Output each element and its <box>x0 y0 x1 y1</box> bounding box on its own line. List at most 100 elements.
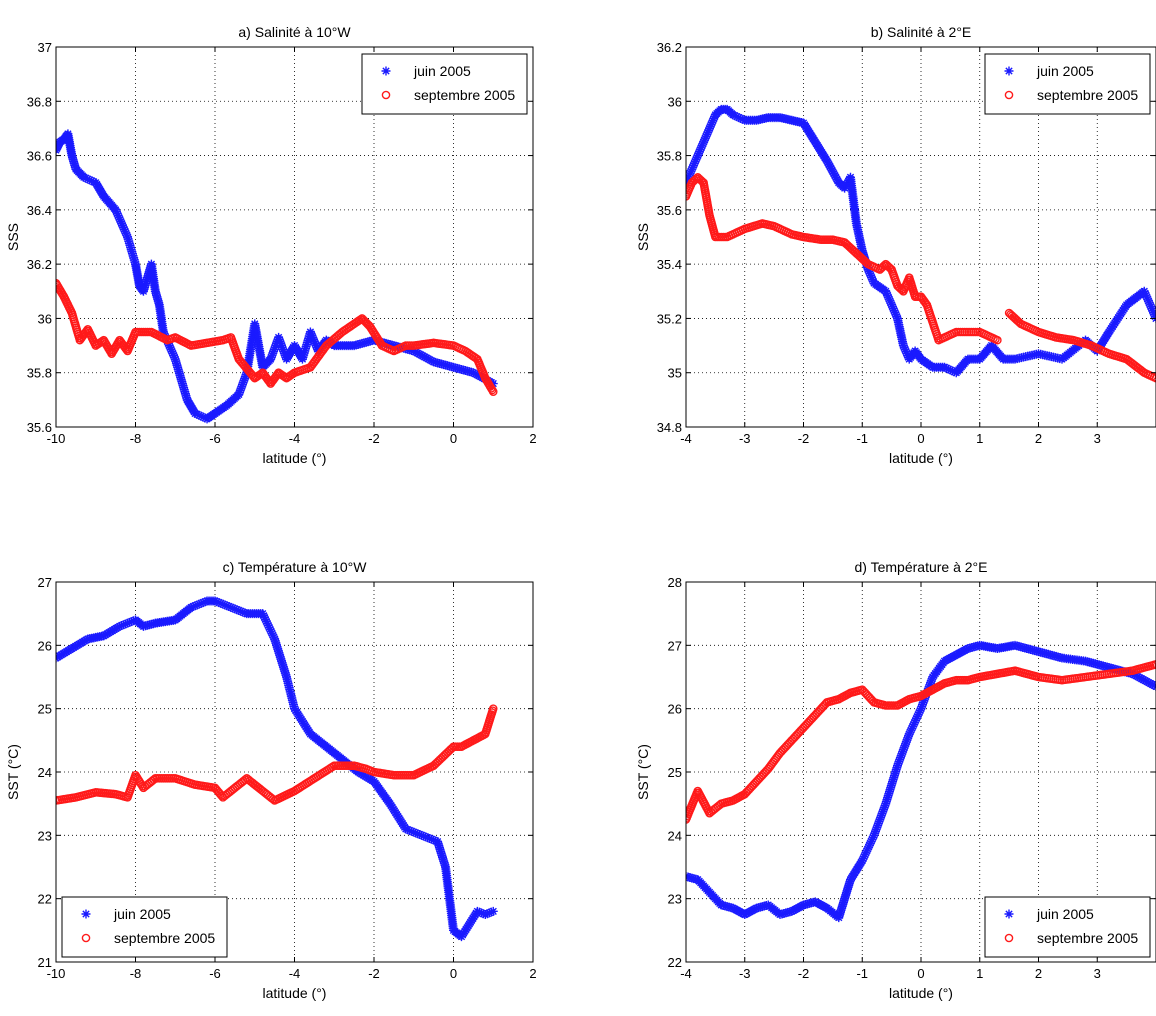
y-tick-label: 35.6 <box>27 420 52 435</box>
marker-trail <box>263 620 273 630</box>
data-layer <box>56 596 498 942</box>
marker-trail <box>236 384 246 394</box>
marker-trail <box>275 336 285 346</box>
marker-trail <box>866 270 876 280</box>
marker-trail <box>83 174 93 184</box>
marker-trail <box>407 826 417 836</box>
marker-trail <box>194 410 204 420</box>
marker-trail <box>909 719 919 729</box>
legend-marker-star <box>381 66 391 76</box>
marker-trail <box>878 807 888 817</box>
data-point <box>111 205 121 215</box>
marker-trail <box>905 727 915 737</box>
marker-trail <box>865 268 875 278</box>
marker-trail <box>309 335 319 345</box>
marker-trail <box>886 298 896 308</box>
x-tick-label: 3 <box>1094 431 1101 446</box>
marker-trail <box>879 805 889 815</box>
marker-trail <box>113 211 123 221</box>
data-point <box>863 265 873 275</box>
marker-trail <box>214 598 224 608</box>
marker-trail <box>865 838 875 848</box>
marker-trail <box>1146 302 1156 312</box>
data-point <box>893 761 902 771</box>
marker-trail <box>121 619 131 629</box>
y-tick-label: 28 <box>668 575 682 590</box>
marker-trail <box>220 600 230 610</box>
marker-trail <box>121 228 131 238</box>
x-tick-label: -2 <box>368 431 380 446</box>
data-point <box>869 830 879 840</box>
marker-trail <box>224 602 234 612</box>
marker-trail <box>867 274 877 284</box>
data-point <box>472 906 482 916</box>
marker-trail <box>898 745 908 755</box>
legend-label: juin 2005 <box>413 63 471 79</box>
marker-trail <box>691 154 701 164</box>
data-point <box>258 609 268 619</box>
marker-trail <box>235 385 245 395</box>
marker-trail <box>310 338 320 348</box>
data-point <box>305 327 315 337</box>
marker-trail <box>236 606 246 616</box>
series-septembre <box>1004 308 1156 383</box>
marker-trail <box>861 848 871 858</box>
marker-trail <box>328 762 337 772</box>
y-axis-label: SSS <box>5 223 21 251</box>
marker-trail <box>888 304 898 314</box>
marker-trail <box>700 133 710 143</box>
data-point <box>417 830 427 840</box>
marker-trail <box>484 908 494 918</box>
y-tick-label: 22 <box>38 892 52 907</box>
data-point <box>79 172 89 182</box>
y-tick-label: 37 <box>38 40 52 55</box>
legend-label: septembre 2005 <box>1037 930 1138 946</box>
marker-trail <box>216 598 226 608</box>
marker-trail <box>425 834 435 843</box>
data-point <box>1139 286 1149 296</box>
y-tick-label: 27 <box>668 638 682 653</box>
marker-trail <box>917 700 927 710</box>
marker-trail <box>738 114 748 124</box>
y-tick-label: 36.4 <box>27 203 52 218</box>
marker-trail <box>887 300 897 310</box>
marker-trail <box>897 749 907 759</box>
series-septembre <box>56 704 498 805</box>
marker-trail <box>867 834 877 844</box>
marker-trail <box>117 621 127 631</box>
marker-trail <box>899 743 909 753</box>
marker-trail <box>864 842 874 852</box>
marker-trail <box>262 618 272 628</box>
marker-trail <box>885 296 895 306</box>
y-tick-label: 21 <box>38 955 52 970</box>
marker-trail <box>911 713 921 723</box>
marker-trail <box>228 603 238 613</box>
marker-trail <box>268 630 278 640</box>
x-tick-label: 0 <box>917 966 924 981</box>
data-point <box>1151 373 1156 383</box>
marker-trail <box>698 139 708 149</box>
marker-trail <box>941 363 951 373</box>
data-point <box>693 151 703 161</box>
marker-trail <box>689 160 699 170</box>
marker-trail <box>267 628 277 638</box>
chart-title: b) Salinité à 2°E <box>871 24 972 40</box>
marker-trail <box>279 348 289 358</box>
marker-trail <box>876 811 886 821</box>
data-point <box>158 327 168 337</box>
marker-trail <box>898 747 908 757</box>
marker-trail <box>686 168 695 178</box>
marker-trail <box>259 611 269 621</box>
marker-trail <box>882 290 892 300</box>
marker-trail <box>266 352 276 362</box>
marker-trail <box>1149 310 1156 320</box>
marker-trail <box>709 114 719 124</box>
marker-trail <box>947 366 957 376</box>
marker-trail <box>274 334 284 344</box>
marker-trail <box>882 288 892 298</box>
y-tick-label: 35.8 <box>657 149 682 164</box>
marker-trail <box>708 116 718 126</box>
marker-trail <box>264 622 274 632</box>
marker-trail <box>707 118 717 128</box>
